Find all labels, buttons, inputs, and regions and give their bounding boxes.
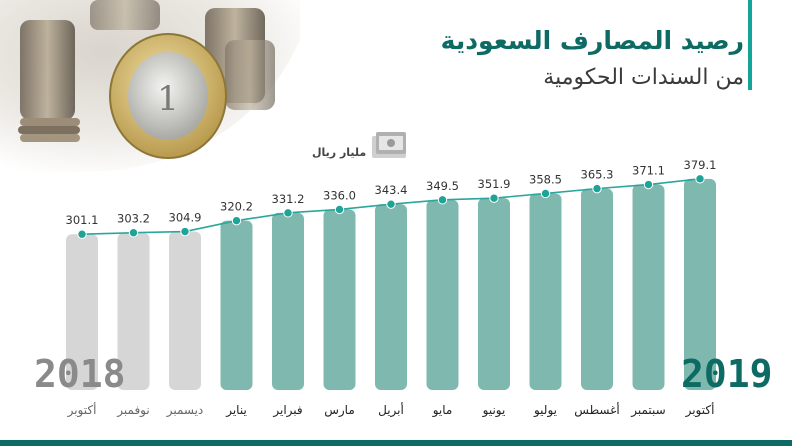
footer-bar [0, 440, 792, 446]
value-label-7: 349.5 [426, 179, 459, 193]
bar-12 [684, 178, 716, 390]
category-label-8: يونيو [482, 403, 506, 418]
category-label-4: فبراير [272, 403, 302, 418]
value-label-11: 371.1 [632, 164, 665, 178]
category-label-11: سبتمبر [630, 403, 665, 418]
data-point-4 [283, 208, 293, 218]
title-block: رصيد المصارف السعودية من السندات الحكومي… [441, 24, 744, 94]
bar-4 [272, 212, 304, 390]
data-point-2 [180, 226, 190, 237]
value-label-10: 365.3 [581, 168, 614, 182]
category-label-12: أكتوبر [685, 402, 715, 418]
category-label-9: يوليو [533, 403, 557, 418]
category-label-10: أغسطس [574, 402, 619, 418]
category-label-2: ديسمبر [166, 403, 204, 418]
data-point-5 [334, 204, 345, 215]
data-point-3 [231, 215, 242, 226]
unit-legend: مليار ريال [312, 128, 412, 168]
value-label-9: 358.5 [529, 172, 562, 186]
title-line-1: رصيد المصارف السعودية [440, 26, 744, 55]
data-point-9 [540, 188, 551, 199]
bar-10 [581, 188, 613, 390]
title-accent-bar [748, 0, 752, 90]
value-label-12: 379.1 [684, 158, 717, 172]
bar-7 [426, 199, 459, 390]
value-label-2: 304.9 [169, 211, 202, 225]
data-point-12 [695, 174, 705, 184]
bar-3 [220, 220, 253, 390]
bar-1 [117, 232, 150, 390]
data-point-11 [643, 179, 654, 190]
bar-9 [529, 193, 562, 390]
value-label-8: 351.9 [478, 177, 511, 191]
value-label-4: 331.2 [272, 192, 305, 206]
bar-8 [478, 198, 510, 390]
category-label-7: مايو [432, 403, 453, 418]
year-label-2018: 2018 [34, 352, 126, 396]
bar-6 [375, 204, 407, 390]
title-line-2: من السندات الحكومية [543, 65, 744, 90]
unit-label: مليار ريال [312, 146, 367, 159]
value-label-3: 320.2 [220, 200, 253, 214]
data-point-1 [128, 228, 139, 238]
data-point-0 [77, 229, 87, 239]
value-label-6: 343.4 [375, 183, 408, 197]
value-label-0: 301.1 [66, 213, 99, 227]
banknotes-icon [372, 132, 406, 158]
category-label-6: أبريل [378, 402, 404, 418]
data-point-7 [437, 195, 448, 205]
coin-stack-image: 1 [0, 0, 300, 173]
bar-11 [632, 184, 665, 390]
bar-2 [169, 231, 201, 390]
data-point-10 [592, 183, 602, 194]
category-label-3: يناير [225, 403, 247, 418]
category-label-1: نوفمبر [116, 403, 149, 418]
value-label-1: 303.2 [117, 212, 150, 226]
year-label-2019: 2019 [681, 352, 773, 396]
bar-0 [66, 234, 98, 390]
category-label-0: أكتوبر [67, 402, 97, 418]
category-label-5: مارس [324, 403, 355, 418]
bar-5 [323, 209, 356, 390]
svg-text:1: 1 [157, 79, 179, 119]
data-point-6 [386, 199, 396, 209]
data-point-8 [489, 193, 499, 203]
value-label-5: 336.0 [323, 188, 356, 202]
